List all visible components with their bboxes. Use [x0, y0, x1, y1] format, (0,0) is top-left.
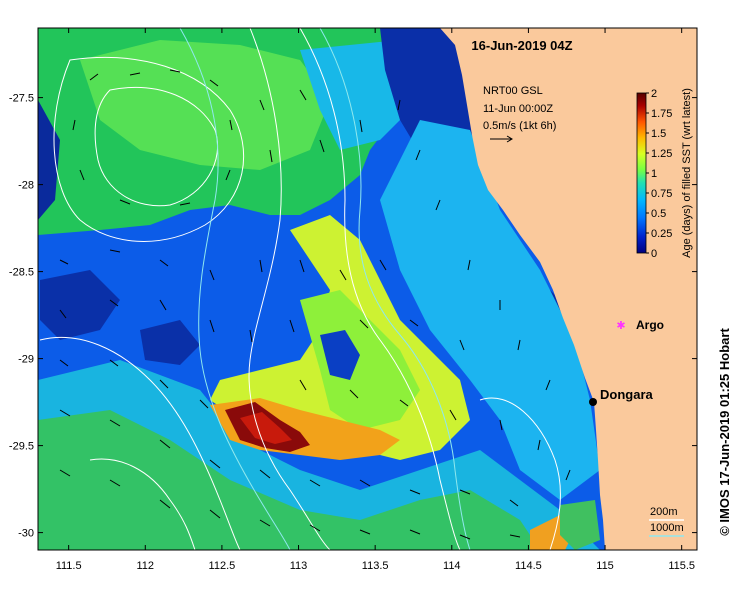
x-tick-label: 112.5 — [209, 560, 236, 572]
y-tick-label: -27.5 — [9, 93, 34, 105]
colorbar-tick-label: 0.75 — [651, 188, 672, 200]
colorbar: 0 0.25 0.5 0.75 1 1.25 1.5 1.75 2 Age (days) of … — [636, 88, 693, 260]
contour-legend-1000m-label: 1000m — [650, 522, 684, 534]
credit-text: © IMOS 17-Jun-2019 01:25 Hobart — [717, 328, 732, 536]
contour-200m-coast2 — [248, 28, 331, 550]
x-tick-label: 113 — [290, 560, 308, 572]
svg-text:✱: ✱ — [616, 319, 625, 332]
y-tick-label: -28 — [18, 180, 34, 192]
contour-200m-west — [53, 57, 245, 242]
colorbar-tick-label: 0 — [651, 248, 657, 260]
contour-200m-coast — [299, 28, 461, 550]
contour-200m-inner — [94, 86, 219, 207]
map-title: 16-Jun-2019 04Z — [471, 38, 572, 53]
colorbar-tick-label: 2 — [651, 88, 657, 100]
patch-blue-hole — [320, 330, 360, 380]
contour-200m-sw2 — [89, 458, 196, 550]
patch-deepblue-mid2 — [140, 320, 200, 365]
colorbar-tick-label: 1.75 — [651, 108, 672, 120]
argo-marker: ✱ — [616, 319, 625, 332]
dongara-marker — [589, 398, 597, 406]
y-axis: -27.5 -28 -28.5 -29 -29.5 -30 — [9, 93, 697, 540]
current-vectors — [59, 69, 571, 540]
contour-legend: 200m 1000m — [649, 506, 684, 537]
colorbar-tick-label: 1.25 — [651, 148, 672, 160]
age-patches — [38, 28, 600, 550]
colorbar-tick-label: 0.25 — [651, 228, 672, 240]
colorbar-gradient — [636, 92, 647, 254]
patch-green-se — [560, 500, 600, 550]
current-legend: NRT00 GSL 11-Jun 00:00Z 0.5m/s (1kt 6h) — [483, 85, 556, 143]
patch-lime-center — [300, 290, 420, 430]
land-mass — [440, 28, 697, 550]
argo-label: Argo — [636, 318, 664, 332]
patch-lightgreen-north — [80, 40, 330, 170]
patch-cyan-coast — [380, 120, 600, 500]
contour-200m-sw — [39, 336, 241, 550]
colorbar-ticks: 0 0.25 0.5 0.75 1 1.25 1.5 1.75 2 — [646, 88, 672, 260]
x-tick-label: 111.5 — [56, 560, 82, 572]
y-tick-label: -28.5 — [9, 267, 34, 279]
y-tick-label: -29 — [18, 354, 34, 366]
dongara-label: Dongara — [600, 387, 654, 402]
contour-200m-south — [479, 397, 561, 550]
patch-green-south — [38, 410, 540, 550]
colorbar-label: Age (days) of filled SST (wrt latest) — [681, 88, 693, 258]
current-legend-arrow — [490, 135, 513, 143]
x-tick-label: 112 — [137, 560, 155, 572]
bathymetry-contours — [39, 28, 561, 550]
contour-1000m-a — [319, 28, 471, 550]
patch-deepblue-mid — [40, 270, 120, 340]
x-tick-label: 114.5 — [515, 560, 542, 572]
patch-red-core — [240, 412, 292, 444]
contour-1000m-b — [179, 28, 291, 550]
current-legend-line2: 11-Jun 00:00Z — [483, 103, 553, 115]
current-legend-line3: 0.5m/s (1kt 6h) — [483, 120, 556, 132]
map-plot-area: ✱ — [38, 28, 697, 550]
x-tick-label: 113.5 — [362, 560, 389, 572]
plot-frame — [37, 27, 698, 551]
y-tick-label: -29.5 — [9, 441, 34, 453]
x-tick-label: 115 — [596, 560, 614, 572]
x-tick-label: 115.5 — [668, 560, 695, 572]
x-axis: 111.5 112 112.5 113 113.5 114 114.5 115 115.5 — [56, 28, 695, 572]
colorbar-tick-label: 1.5 — [651, 128, 666, 140]
current-legend-line1: NRT00 GSL — [483, 85, 543, 97]
colorbar-tick-label: 1 — [651, 168, 657, 180]
y-tick-label: -30 — [18, 528, 34, 540]
colorbar-tick-label: 0.5 — [651, 208, 666, 220]
contour-legend-200m-label: 200m — [650, 506, 678, 518]
x-tick-label: 114 — [443, 560, 461, 572]
